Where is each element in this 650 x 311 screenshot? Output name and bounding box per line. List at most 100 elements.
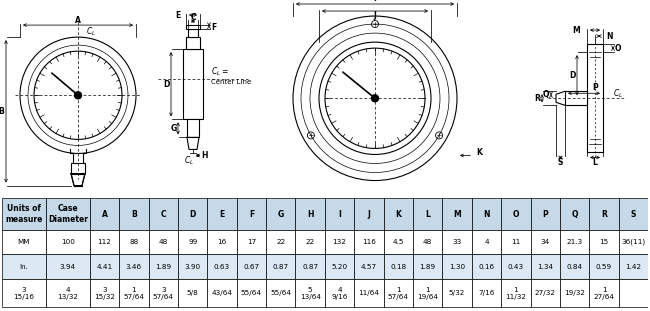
FancyBboxPatch shape: [560, 230, 590, 254]
FancyBboxPatch shape: [413, 254, 443, 279]
FancyBboxPatch shape: [178, 279, 207, 307]
FancyBboxPatch shape: [354, 254, 383, 279]
FancyBboxPatch shape: [590, 279, 619, 307]
Text: P: P: [542, 210, 548, 219]
Text: 34: 34: [541, 239, 550, 245]
Text: 3
57/64: 3 57/64: [153, 286, 174, 299]
Text: 4.57: 4.57: [361, 264, 377, 270]
Text: 27/32: 27/32: [535, 290, 556, 296]
FancyBboxPatch shape: [590, 254, 619, 279]
FancyBboxPatch shape: [46, 254, 90, 279]
FancyBboxPatch shape: [149, 254, 178, 279]
FancyBboxPatch shape: [530, 254, 560, 279]
FancyBboxPatch shape: [619, 279, 648, 307]
Text: H: H: [307, 210, 313, 219]
FancyBboxPatch shape: [325, 198, 354, 230]
FancyBboxPatch shape: [384, 254, 413, 279]
FancyBboxPatch shape: [443, 279, 472, 307]
FancyBboxPatch shape: [266, 198, 296, 230]
FancyBboxPatch shape: [178, 254, 207, 279]
Text: 55/64: 55/64: [241, 290, 262, 296]
FancyBboxPatch shape: [2, 254, 46, 279]
FancyBboxPatch shape: [186, 25, 200, 29]
Text: A: A: [101, 210, 107, 219]
Text: 5.20: 5.20: [332, 264, 348, 270]
Text: E: E: [220, 210, 225, 219]
FancyBboxPatch shape: [472, 279, 501, 307]
FancyBboxPatch shape: [237, 254, 266, 279]
Text: 11: 11: [511, 239, 521, 245]
FancyBboxPatch shape: [619, 230, 648, 254]
FancyBboxPatch shape: [2, 230, 46, 254]
Text: 36(11): 36(11): [621, 239, 645, 245]
FancyBboxPatch shape: [472, 230, 501, 254]
FancyBboxPatch shape: [207, 230, 237, 254]
Text: D: D: [162, 80, 169, 89]
FancyBboxPatch shape: [560, 254, 590, 279]
Text: I: I: [338, 210, 341, 219]
Text: 1
27/64: 1 27/64: [593, 286, 614, 299]
FancyBboxPatch shape: [530, 198, 560, 230]
Text: 22: 22: [306, 239, 315, 245]
Text: $C_L$: $C_L$: [184, 154, 194, 167]
Text: 7/16: 7/16: [478, 290, 495, 296]
FancyBboxPatch shape: [2, 279, 46, 307]
Text: M: M: [572, 26, 580, 35]
Text: $C_L=$: $C_L=$: [211, 66, 229, 78]
FancyBboxPatch shape: [119, 230, 149, 254]
FancyBboxPatch shape: [149, 279, 178, 307]
Text: 99: 99: [188, 239, 198, 245]
Text: 5/32: 5/32: [449, 290, 465, 296]
FancyBboxPatch shape: [178, 198, 207, 230]
Text: 4
9/16: 4 9/16: [332, 286, 348, 299]
Text: 21.3: 21.3: [567, 239, 582, 245]
Text: 112: 112: [98, 239, 111, 245]
Text: 1.30: 1.30: [449, 264, 465, 270]
FancyBboxPatch shape: [472, 254, 501, 279]
Text: 1.42: 1.42: [625, 264, 642, 270]
FancyBboxPatch shape: [472, 198, 501, 230]
Text: 0.59: 0.59: [596, 264, 612, 270]
Text: 88: 88: [129, 239, 138, 245]
FancyBboxPatch shape: [90, 198, 119, 230]
FancyBboxPatch shape: [413, 230, 443, 254]
FancyBboxPatch shape: [266, 279, 296, 307]
Text: 43/64: 43/64: [211, 290, 233, 296]
Text: S: S: [558, 158, 563, 167]
Circle shape: [75, 92, 81, 99]
FancyBboxPatch shape: [296, 254, 325, 279]
Text: B: B: [0, 107, 4, 116]
Text: 4.41: 4.41: [96, 264, 112, 270]
Text: H: H: [202, 151, 208, 160]
Text: I: I: [374, 0, 376, 3]
FancyBboxPatch shape: [296, 279, 325, 307]
FancyBboxPatch shape: [354, 198, 383, 230]
Text: E: E: [176, 11, 181, 20]
Text: 1
11/32: 1 11/32: [505, 286, 526, 299]
Text: 0.87: 0.87: [273, 264, 289, 270]
Text: 1
57/64: 1 57/64: [388, 286, 409, 299]
Text: 4.5: 4.5: [393, 239, 404, 245]
Text: 15: 15: [599, 239, 608, 245]
FancyBboxPatch shape: [90, 254, 119, 279]
Text: 116: 116: [362, 239, 376, 245]
FancyBboxPatch shape: [207, 198, 237, 230]
FancyBboxPatch shape: [590, 198, 619, 230]
Text: C: C: [190, 12, 196, 21]
FancyBboxPatch shape: [119, 198, 149, 230]
FancyBboxPatch shape: [237, 279, 266, 307]
Text: 48: 48: [423, 239, 432, 245]
FancyBboxPatch shape: [90, 279, 119, 307]
FancyBboxPatch shape: [413, 198, 443, 230]
FancyBboxPatch shape: [119, 254, 149, 279]
Text: $C_L$: $C_L$: [613, 87, 623, 100]
Text: K: K: [476, 148, 482, 157]
Text: MM: MM: [18, 239, 30, 245]
Text: 0.84: 0.84: [567, 264, 582, 270]
FancyBboxPatch shape: [207, 254, 237, 279]
Text: D: D: [189, 210, 196, 219]
Text: 33: 33: [452, 239, 462, 245]
FancyBboxPatch shape: [46, 198, 90, 230]
Text: In.: In.: [20, 264, 29, 270]
Text: 0.16: 0.16: [478, 264, 495, 270]
